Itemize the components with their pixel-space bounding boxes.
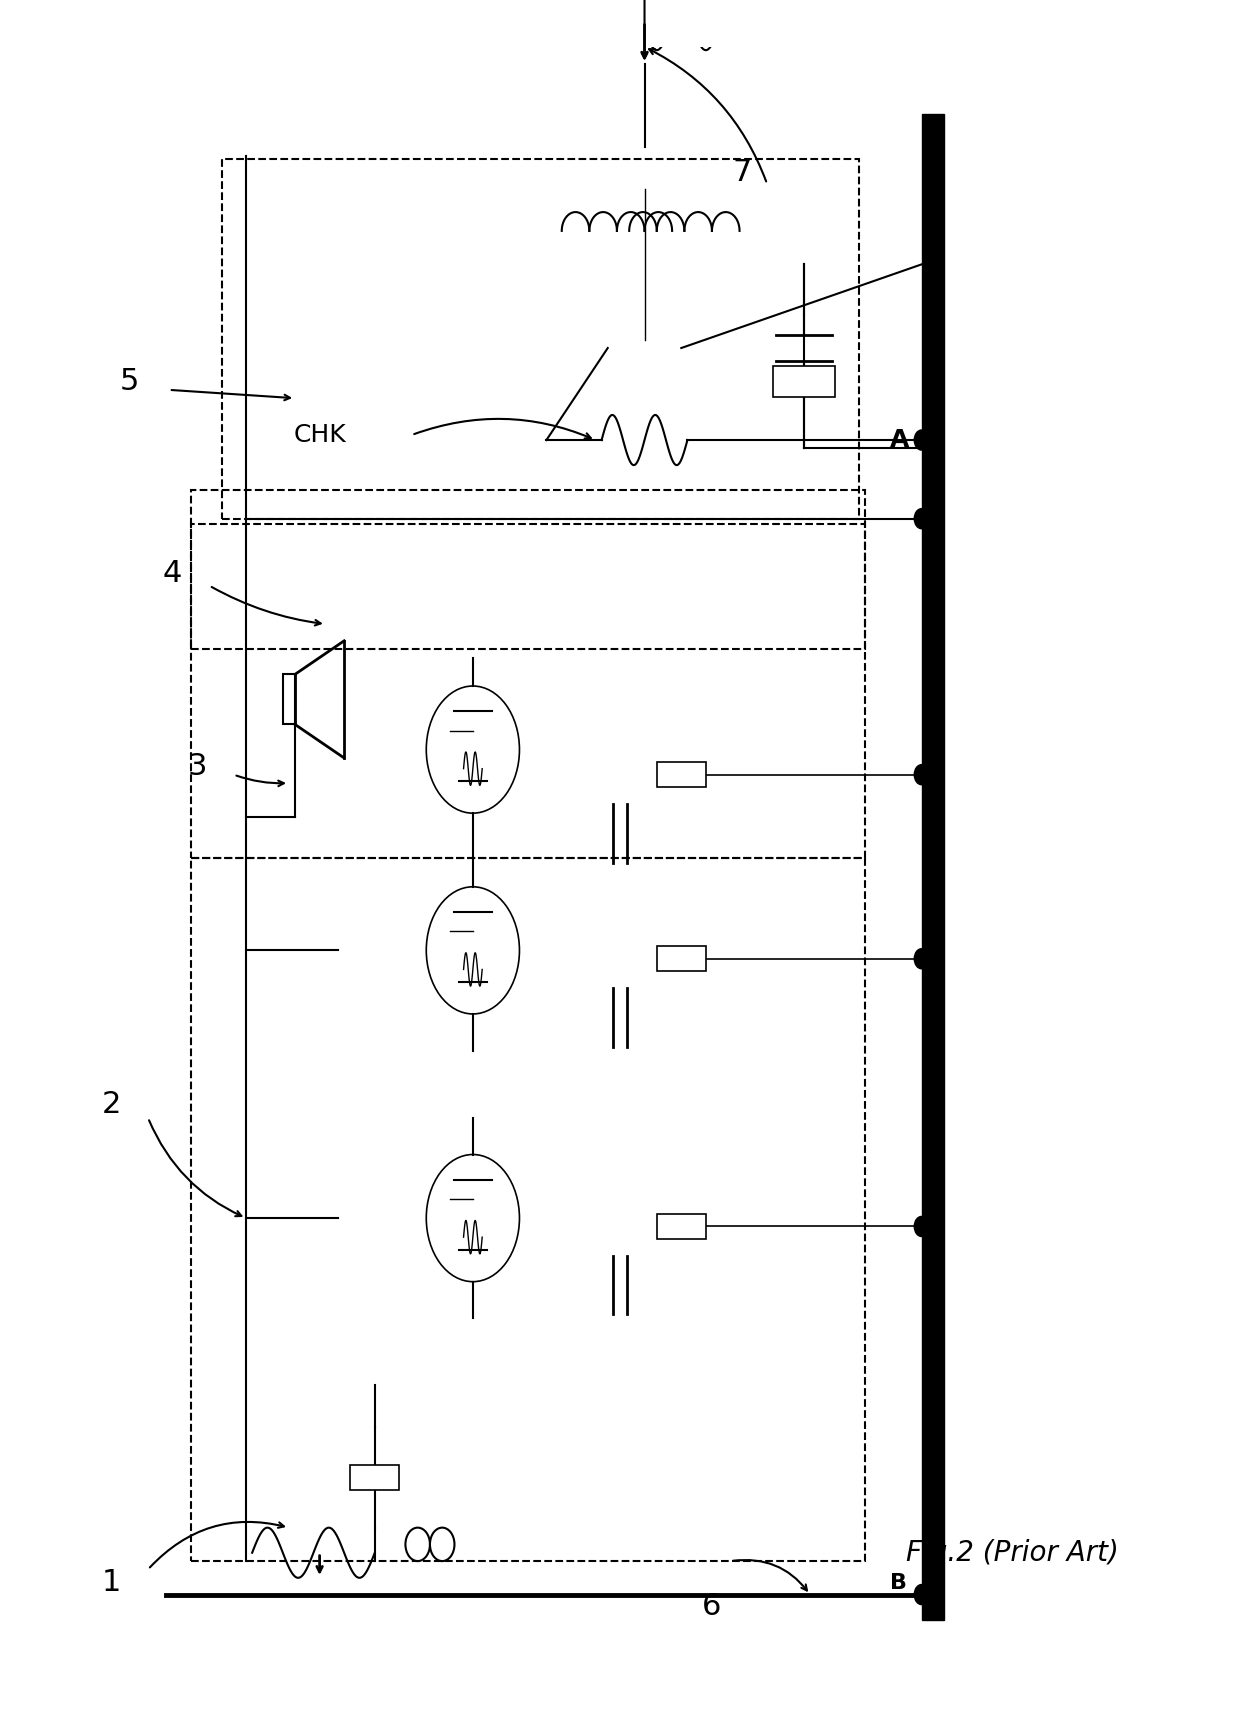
Bar: [191, 490, 866, 649]
Bar: [222, 159, 859, 518]
Bar: [191, 523, 866, 858]
Text: 1: 1: [102, 1568, 120, 1597]
Circle shape: [914, 1585, 929, 1604]
Text: Fig.2 (Prior Art): Fig.2 (Prior Art): [906, 1539, 1118, 1566]
Text: 3: 3: [187, 751, 207, 781]
Bar: [350, 1464, 399, 1490]
Text: 7: 7: [733, 157, 753, 187]
Text: B: B: [890, 1573, 906, 1592]
Bar: [774, 366, 835, 397]
Circle shape: [914, 509, 929, 528]
Bar: [921, 114, 944, 1620]
Circle shape: [914, 430, 929, 451]
Circle shape: [914, 948, 929, 969]
Text: 5: 5: [120, 366, 139, 395]
Bar: [283, 674, 295, 725]
Bar: [657, 946, 706, 971]
Bar: [191, 858, 866, 1561]
Text: 4: 4: [162, 560, 182, 589]
Text: A: A: [890, 428, 909, 452]
Circle shape: [914, 765, 929, 784]
Circle shape: [914, 1216, 929, 1237]
Text: 2: 2: [102, 1090, 120, 1119]
Text: 6: 6: [702, 1592, 722, 1620]
Bar: [657, 762, 706, 788]
Text: CHK: CHK: [293, 423, 346, 447]
Bar: [657, 1214, 706, 1238]
